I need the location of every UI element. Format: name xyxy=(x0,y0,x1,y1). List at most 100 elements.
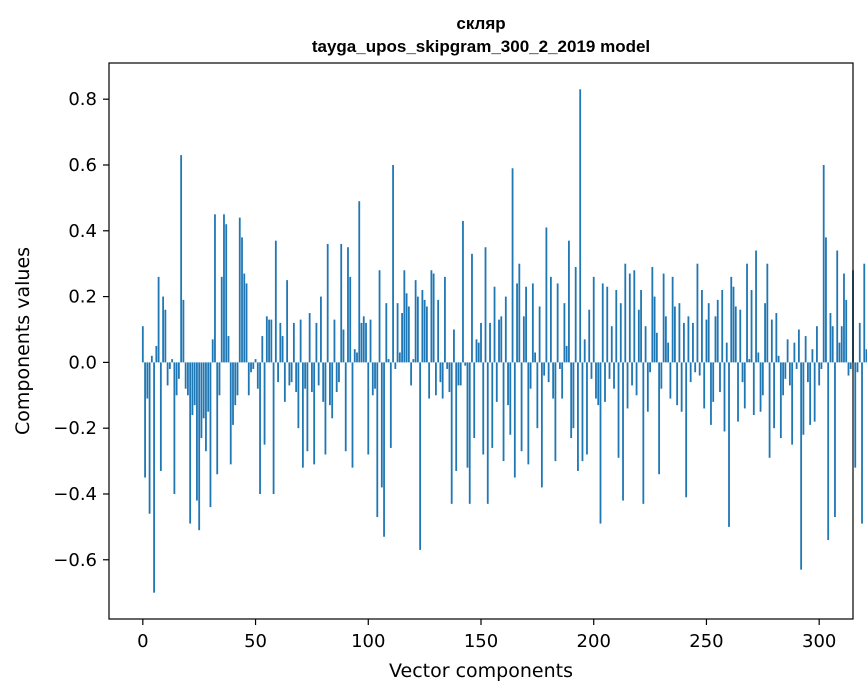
bar xyxy=(518,263,521,363)
bar xyxy=(412,359,415,363)
bar xyxy=(633,270,636,363)
bar xyxy=(407,306,410,363)
bar xyxy=(425,306,428,363)
bar xyxy=(398,352,401,363)
bar xyxy=(507,362,509,406)
bar xyxy=(274,240,277,363)
bar xyxy=(511,168,514,363)
bar xyxy=(579,89,582,363)
bar xyxy=(574,266,577,363)
x-tick-label: 150 xyxy=(464,631,498,652)
x-tick-label: 300 xyxy=(802,631,836,652)
bar xyxy=(527,362,530,465)
bar xyxy=(540,362,543,488)
bar xyxy=(825,237,827,363)
bar xyxy=(175,362,178,396)
bar xyxy=(457,362,460,386)
bar xyxy=(809,362,812,425)
bar xyxy=(669,362,672,399)
bar xyxy=(595,362,597,399)
bar xyxy=(493,286,496,363)
bar xyxy=(543,362,546,376)
bar xyxy=(259,362,261,494)
bar xyxy=(171,359,174,363)
bar xyxy=(761,362,764,396)
bar xyxy=(581,362,584,462)
bar xyxy=(254,359,257,363)
bar xyxy=(241,237,243,363)
bar xyxy=(840,326,843,363)
bar xyxy=(477,342,480,363)
bar xyxy=(714,316,717,363)
bar xyxy=(788,362,791,386)
bar xyxy=(750,290,753,363)
bar xyxy=(295,362,298,392)
bar xyxy=(349,276,352,363)
bar xyxy=(236,362,239,396)
bar xyxy=(227,336,230,363)
bar xyxy=(180,155,183,363)
bar xyxy=(743,362,746,409)
bar xyxy=(622,362,624,501)
bar xyxy=(610,326,613,363)
bar xyxy=(410,362,413,386)
bar xyxy=(430,270,433,363)
bar xyxy=(784,362,787,379)
bar xyxy=(834,362,836,518)
bar xyxy=(162,296,165,363)
bar xyxy=(770,319,773,363)
bar xyxy=(836,250,839,363)
bar xyxy=(243,273,246,363)
bar xyxy=(865,349,867,363)
bar xyxy=(272,362,275,494)
bar xyxy=(304,362,307,389)
chart-subtitle: tayga_upos_skipgram_300_2_2019 model xyxy=(312,37,650,56)
bar xyxy=(559,362,561,369)
bar xyxy=(590,362,593,379)
bar xyxy=(403,270,406,363)
bar xyxy=(225,224,228,363)
bar xyxy=(414,280,417,363)
bar xyxy=(791,362,794,445)
bar xyxy=(606,286,609,363)
bar xyxy=(189,362,192,524)
bar xyxy=(723,362,726,432)
bar xyxy=(845,299,848,363)
bar xyxy=(529,362,532,389)
bar xyxy=(631,362,633,386)
bar xyxy=(462,220,464,363)
bar xyxy=(662,273,665,363)
bar xyxy=(856,362,859,373)
bar xyxy=(554,362,557,462)
bar xyxy=(608,362,611,379)
bar xyxy=(256,362,259,389)
bar xyxy=(432,273,435,363)
bar xyxy=(365,322,367,363)
bar xyxy=(739,309,742,363)
bar xyxy=(159,362,162,471)
bar xyxy=(315,322,318,363)
bar xyxy=(157,276,160,363)
y-tick-label: 0.4 xyxy=(68,221,97,242)
bar xyxy=(416,296,419,363)
x-axis-ticks: 0 50 100 150 200 250 300 xyxy=(137,619,836,652)
bar xyxy=(680,362,683,412)
bar xyxy=(491,362,494,448)
bar xyxy=(252,362,255,369)
bar xyxy=(649,362,651,373)
bar xyxy=(538,306,541,363)
bar xyxy=(773,362,775,429)
bar xyxy=(712,362,715,402)
bar xyxy=(509,362,512,435)
bar xyxy=(757,352,760,363)
bar xyxy=(721,290,724,363)
bar xyxy=(489,322,491,363)
y-tick-label: 0.2 xyxy=(68,287,97,308)
bar xyxy=(741,362,744,383)
bar xyxy=(549,276,552,363)
bar xyxy=(829,313,832,363)
bar xyxy=(369,319,372,363)
bar xyxy=(545,227,548,363)
bar xyxy=(301,362,304,468)
